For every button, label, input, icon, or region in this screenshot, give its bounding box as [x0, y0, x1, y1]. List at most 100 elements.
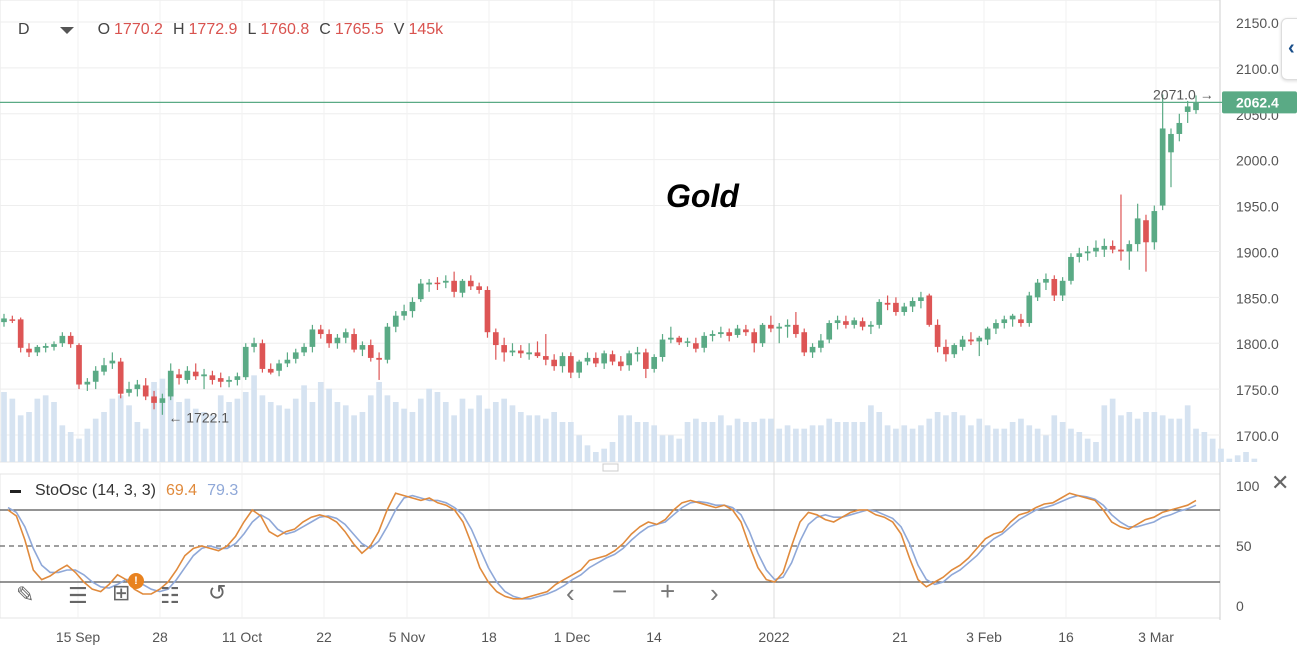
candle-body: [34, 346, 41, 353]
high-value: 1772.9: [188, 21, 238, 38]
candle-body: [843, 321, 849, 325]
time-tick-label: 16: [1058, 629, 1074, 645]
volume-bar: [726, 425, 733, 462]
volume-bar: [492, 402, 499, 462]
pane-resize-handle: [602, 463, 619, 472]
candle-body: [668, 337, 674, 340]
price-tick-label: 2150.0: [1236, 15, 1279, 31]
volume-bar: [926, 418, 933, 462]
volume-bar: [809, 425, 816, 462]
candle-body: [884, 302, 891, 305]
collapse-panel-icon: ‹: [1288, 37, 1295, 59]
ohlc-legend: D O 1770.2 H 1772.9 L 1760.8 C 1765.5 V …: [18, 21, 443, 39]
interval-label[interactable]: D: [18, 21, 30, 38]
volume-bar: [818, 425, 824, 462]
time-tick-label: 3 Mar: [1138, 629, 1174, 645]
reset-icon[interactable]: ↺: [208, 580, 227, 605]
volume-bar: [1143, 412, 1149, 462]
candle-body: [209, 375, 216, 380]
volume-bar: [784, 425, 791, 462]
candle-body: [626, 353, 633, 366]
collapse-panel-button[interactable]: ‹: [1281, 18, 1297, 80]
volume-bar: [601, 448, 608, 462]
volume-bar: [559, 422, 566, 462]
candle-body: [893, 302, 899, 313]
price-tick-label: 1700.0: [1236, 428, 1279, 444]
chevron-right-icon[interactable]: ›: [710, 578, 719, 608]
volume-bar: [242, 392, 249, 462]
candle-body: [476, 286, 482, 290]
candle-body: [484, 289, 491, 333]
candle-body: [584, 357, 591, 362]
candle-body: [201, 374, 207, 377]
candle-body: [267, 368, 274, 373]
candle-body: [976, 337, 983, 342]
volume-bar: [801, 428, 808, 462]
candle-body: [726, 332, 733, 336]
volume-bar: [392, 402, 399, 462]
candle-body: [334, 337, 341, 344]
volume-bar: [134, 422, 141, 462]
candle-body: [693, 343, 699, 349]
candle-body: [1101, 245, 1108, 250]
volume-bar: [359, 412, 366, 462]
volume-bar: [868, 405, 874, 462]
volume-bar: [301, 385, 307, 462]
current-price-tag: [1222, 91, 1297, 114]
candle-body: [417, 283, 424, 300]
volume-bar: [1176, 418, 1183, 462]
volume-bar: [592, 452, 599, 462]
volume-bar: [1026, 425, 1033, 462]
volume-bar: [1084, 438, 1091, 462]
volume-bar: [1126, 412, 1133, 462]
oscillator-tick-label: 50: [1236, 538, 1252, 554]
list-icon[interactable]: ☰: [68, 583, 88, 608]
volume-bar: [451, 415, 457, 462]
volume-bar: [342, 405, 349, 462]
candle-body: [1151, 211, 1158, 243]
candle-body: [467, 280, 474, 287]
volume-bar: [1234, 455, 1241, 462]
volume-bar: [1151, 412, 1158, 462]
candle-body: [768, 324, 774, 329]
volume-bar: [1218, 448, 1224, 462]
volume-bar: [367, 395, 374, 462]
close-icon[interactable]: ✕: [1271, 470, 1290, 495]
candle-body: [1193, 102, 1199, 111]
minus-icon[interactable]: −: [612, 576, 628, 606]
candle-body: [176, 374, 182, 379]
volume-bar: [759, 418, 766, 462]
collapse-indicator-icon[interactable]: [10, 489, 21, 493]
candle-body: [1001, 319, 1008, 324]
volume-bar: [126, 405, 132, 462]
volume-bar: [84, 428, 91, 462]
candle-body: [184, 370, 191, 380]
volume-bar: [142, 428, 149, 462]
pencil-icon[interactable]: ✎: [16, 582, 35, 607]
sliders-icon[interactable]: ☷: [160, 583, 180, 608]
candle-body: [392, 315, 399, 327]
volume-bar: [751, 422, 758, 462]
time-tick-label: 5 Nov: [389, 629, 426, 645]
plus-icon[interactable]: +: [660, 576, 676, 606]
volume-bar: [384, 395, 391, 462]
chevron-left-icon[interactable]: ‹: [566, 578, 575, 608]
volume-bar: [184, 398, 191, 462]
candle-body: [276, 363, 282, 371]
volume-bar: [1034, 428, 1041, 462]
interval-dropdown-icon[interactable]: [59, 26, 74, 34]
add-layer-icon[interactable]: ⊞: [112, 580, 131, 605]
candle-body: [434, 282, 441, 285]
candle-body: [1118, 249, 1124, 252]
volume-bar: [9, 398, 16, 462]
candle-body: [834, 320, 841, 324]
volume-bar: [676, 438, 683, 462]
candle-body: [918, 297, 924, 302]
candle-body: [684, 341, 691, 343]
candle-body: [76, 345, 82, 385]
volume-bar: [976, 418, 983, 462]
volume-bar: [1134, 418, 1141, 462]
volume-bar: [276, 405, 282, 462]
volume-bar: [693, 418, 699, 462]
